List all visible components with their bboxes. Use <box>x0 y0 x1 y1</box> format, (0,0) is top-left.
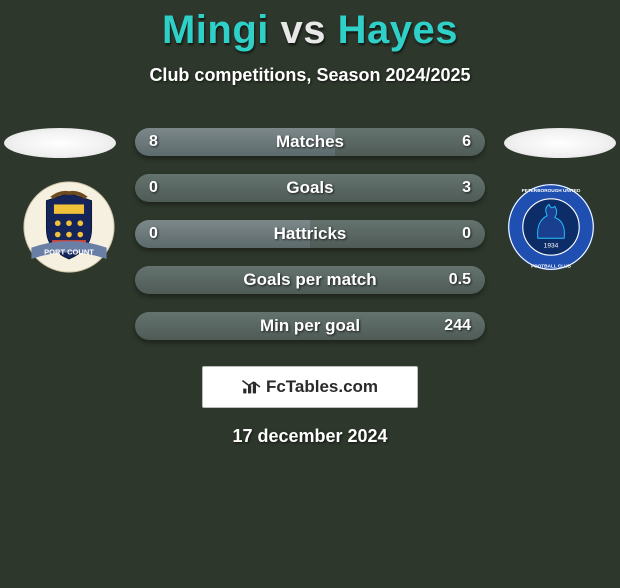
stat-row: Min per goal244 <box>135 312 485 340</box>
brand-text: FcTables.com <box>266 377 378 397</box>
brand-badge[interactable]: FcTables.com <box>202 366 418 408</box>
stat-label: Min per goal <box>135 316 485 336</box>
stat-row: Goals0 3 <box>135 174 485 202</box>
stat-row: Goals per match0.5 <box>135 266 485 294</box>
subtitle: Club competitions, Season 2024/2025 <box>0 65 620 86</box>
stat-value-right: 244 <box>444 317 471 335</box>
player1-name: Mingi <box>162 8 269 52</box>
stockport-crest-icon: PORT COUNT <box>22 180 116 274</box>
team-left-crest: PORT COUNT <box>22 180 116 274</box>
stat-value-right: 0.5 <box>449 271 471 289</box>
stat-value-left: 0 <box>149 179 158 197</box>
stat-value-left: 0 <box>149 225 158 243</box>
stat-label: Hattricks <box>135 224 485 244</box>
infographic-date: 17 december 2024 <box>0 426 620 447</box>
team-right-crest: PETERBOROUGH UNITED FOOTBALL CLUB 1934 <box>504 180 598 274</box>
stat-label: Goals <box>135 178 485 198</box>
stat-label: Matches <box>135 132 485 152</box>
stat-value-right: 6 <box>462 133 471 151</box>
stat-value-left: 8 <box>149 133 158 151</box>
svg-text:FOOTBALL CLUB: FOOTBALL CLUB <box>531 263 571 268</box>
stat-value-right: 3 <box>462 179 471 197</box>
player2-platform <box>504 128 616 158</box>
svg-text:PORT COUNT: PORT COUNT <box>44 247 94 256</box>
stat-label: Goals per match <box>135 270 485 290</box>
peterborough-crest-icon: PETERBOROUGH UNITED FOOTBALL CLUB 1934 <box>504 180 598 274</box>
stat-row: Matches8 6 <box>135 128 485 156</box>
svg-text:1934: 1934 <box>544 243 559 250</box>
bar-chart-icon <box>242 379 262 395</box>
stat-value-right: 0 <box>462 225 471 243</box>
player1-platform <box>4 128 116 158</box>
stat-row: Hattricks0 0 <box>135 220 485 248</box>
player2-name: Hayes <box>338 8 458 52</box>
vs-text: vs <box>281 8 327 52</box>
svg-text:PETERBOROUGH UNITED: PETERBOROUGH UNITED <box>522 188 581 193</box>
comparison-content: PORT COUNT PETERBOROUGH UNITED FOOTBALL … <box>0 114 620 344</box>
comparison-title: Mingi vs Hayes <box>0 8 620 53</box>
stat-bars: Matches86Goals03Hattricks00Goals per mat… <box>135 128 485 358</box>
